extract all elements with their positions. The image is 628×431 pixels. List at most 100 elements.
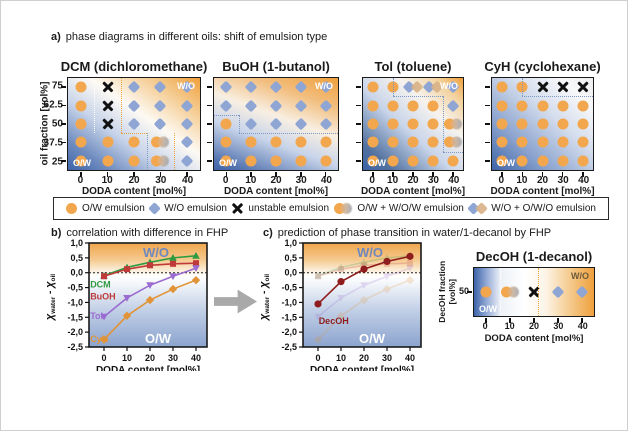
grid-marker-cell [295, 136, 307, 148]
grid-marker-cell [407, 136, 419, 148]
panel-c-label: c) [263, 227, 273, 239]
grid-marker-cell [447, 155, 459, 167]
grid-marker-cell [444, 136, 462, 148]
x-tick-label: 30 [553, 321, 564, 331]
wow-ghost-marker [341, 203, 353, 214]
ow-emulsion-marker [367, 118, 379, 130]
grid-marker-cell [407, 155, 419, 167]
x-tick-mark [250, 172, 252, 177]
x-tick-mark [452, 172, 454, 177]
x-tick-mark [582, 172, 584, 177]
grid-marker-cell [427, 118, 439, 130]
unstable-emulsion-marker [102, 82, 113, 93]
chart-background [89, 243, 207, 347]
grid-marker-cell [422, 80, 444, 94]
x-tick-mark [412, 172, 414, 177]
grid-marker-cell [220, 136, 232, 148]
wo-emulsion-marker [154, 80, 167, 94]
x-tick-mark [501, 172, 503, 177]
grid-marker-cell [446, 99, 460, 112]
phase-boundary-line [443, 151, 463, 153]
transition-arrow-icon [214, 289, 257, 314]
legend-label: W/O emulsion [164, 203, 227, 214]
x-tick-mark [561, 172, 564, 177]
grid-marker-cell [557, 100, 569, 112]
grid-marker-cell [367, 81, 379, 93]
x-tick-mark [300, 172, 302, 177]
x-tick-label: 30 [557, 175, 569, 186]
grid-marker-cell [220, 155, 232, 167]
legend-marker-ow_mix [334, 203, 353, 214]
ow-emulsion-marker [387, 100, 399, 112]
grid-marker-cell [496, 118, 508, 130]
ow-emulsion-marker [75, 136, 87, 148]
wo-emulsion-marker [294, 80, 308, 94]
ow-emulsion-marker [75, 118, 87, 130]
y-tick-mark [356, 123, 361, 125]
ow-emulsion-marker [407, 100, 419, 112]
y-tick-mark [485, 141, 490, 144]
grid-marker-cell [244, 117, 258, 131]
x-tick-label: 20 [145, 353, 155, 363]
wo-emulsion-marker [154, 99, 167, 112]
ow-emulsion-marker [496, 136, 508, 148]
grid-marker-cell [220, 99, 233, 112]
grid-marker-cell [516, 155, 528, 167]
x-tick-label: 20 [270, 175, 282, 186]
x-tick-label: 0 [315, 353, 320, 363]
ow-emulsion-marker [128, 136, 140, 148]
grid-marker-cell [427, 136, 439, 148]
series-Tol [100, 265, 200, 321]
ow-emulsion-marker [427, 136, 439, 148]
grid-marker-cell [127, 80, 141, 94]
ow-emulsion-marker [577, 100, 589, 112]
y-tick-mark [485, 160, 490, 162]
x-tick-mark [432, 172, 434, 177]
ow-emulsion-marker [220, 155, 232, 167]
wo-emulsion-marker [551, 285, 565, 299]
wo-emulsion-marker [154, 117, 167, 131]
unstable-emulsion-marker [232, 203, 243, 214]
wo-emulsion-marker [244, 80, 258, 94]
x-tick-labels: 0 10 20 30 40 [491, 175, 594, 187]
grid-marker-cell [319, 99, 332, 112]
grid-marker-cell [128, 136, 140, 148]
ow-emulsion-marker [367, 136, 379, 148]
ow-emulsion-marker [427, 118, 439, 130]
x-tick-mark [509, 318, 511, 323]
y-tick-label: -1,0 [281, 297, 297, 307]
x-tick-labels: 0 10 20 30 40 [67, 175, 201, 187]
ghost-series-Tol [314, 265, 414, 321]
ow-emulsion-marker [128, 155, 140, 167]
phase-boundary-line [537, 268, 539, 316]
grid-marker-cell [270, 155, 282, 167]
region-label-wo: W/O [357, 245, 383, 260]
legend-item: O/W emulsion [66, 203, 145, 214]
x-tick-mark [80, 172, 82, 177]
x-tick-label: 0 [482, 321, 488, 331]
unstable-emulsion-marker [102, 100, 113, 111]
series-label-DecOH: DecOH [319, 316, 349, 326]
legend-label: O/W + W/O/W emulsion [357, 203, 464, 214]
region-label-wo: W/O [143, 245, 169, 260]
grid-marker-cell [75, 155, 87, 167]
legend-marker-ow [66, 203, 77, 214]
ow-emulsion-marker [496, 155, 508, 167]
grid-marker-cell [577, 136, 589, 148]
ow-emulsion-marker [577, 136, 589, 148]
wo-emulsion-marker [244, 99, 258, 112]
series-BuOH [101, 260, 199, 280]
x-tick-mark [485, 318, 487, 323]
grid-marker-cell [102, 100, 113, 111]
phase-diagram-plot-tol: W/O O/W [356, 77, 464, 177]
x-axis-label: DODA content [mol%] [223, 186, 329, 197]
wo-emulsion-marker [127, 80, 141, 94]
y-tick-label: -0,5 [281, 283, 297, 293]
y-tick-label: 75 [51, 80, 63, 92]
owo-ghost-marker [410, 80, 424, 94]
x-axis-label: DODA content [mol%] [490, 186, 595, 197]
y-tick-mark [207, 123, 212, 125]
wo-emulsion-marker [220, 99, 233, 112]
x-tick-mark [159, 172, 162, 177]
wow-ghost-marker [158, 136, 170, 148]
